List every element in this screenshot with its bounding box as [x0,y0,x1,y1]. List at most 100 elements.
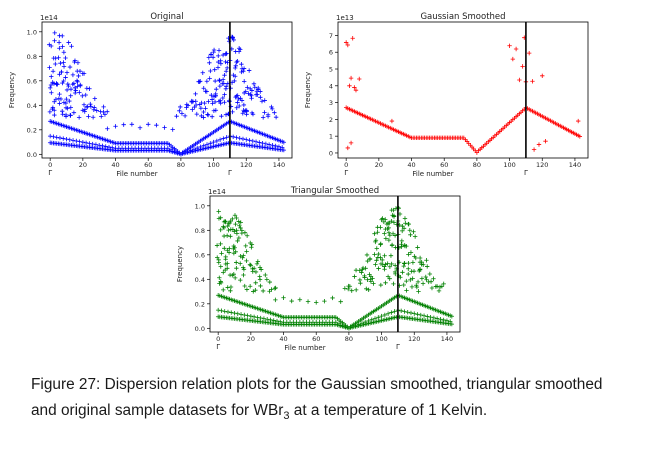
data-point [58,60,63,66]
data-point [232,213,238,218]
data-point [272,286,278,291]
data-point [223,51,228,57]
data-point [404,243,409,249]
data-point [388,253,394,258]
data-point [386,230,392,235]
data-point [203,106,208,111]
data-point [366,287,371,292]
data-point [238,225,243,231]
data-point [61,100,67,105]
data-point [234,266,239,271]
data-point [359,270,364,275]
data-point [221,270,226,275]
data-point [577,134,583,139]
data-point [53,97,59,102]
data-point [372,252,377,257]
data-point [385,311,391,316]
data-point [245,85,250,90]
data-point [241,102,247,108]
data-point [238,47,243,52]
data-point [240,265,246,270]
data-point [204,142,210,147]
data-point [215,255,220,260]
data-point [385,261,390,266]
data-point [438,317,443,322]
data-point [575,118,581,124]
data-point [182,113,188,119]
data-point [258,89,263,94]
x-axis-label: File number [284,344,325,352]
data-point [387,276,392,281]
data-point [61,78,66,84]
data-point [249,96,254,101]
data-point [238,261,243,266]
data-point [225,309,231,315]
data-point [222,309,227,314]
data-point [211,139,216,145]
data-point [237,103,242,109]
data-point [420,281,426,286]
data-point [56,55,61,60]
data-point [372,231,377,236]
data-point [63,55,68,61]
data-point [185,103,191,108]
data-point [223,257,228,262]
data-point [52,108,57,113]
data-point [382,231,387,236]
data-point [84,86,90,91]
y-tick-label: 0.4 [195,276,205,284]
data-point [274,318,280,324]
data-point [202,100,207,106]
data-point [228,234,233,239]
data-point [228,284,234,290]
data-point [333,320,339,325]
x-tick-label: 80 [345,335,353,343]
data-point [257,140,262,145]
data-point [322,298,327,304]
data-point [68,93,73,98]
data-point [218,280,224,285]
data-point [234,231,240,236]
data-point [238,277,243,283]
data-point [267,279,273,285]
data-point [177,108,182,114]
data-point [67,98,72,104]
data-point [520,64,525,69]
data-point [214,87,219,92]
data-point [353,287,359,293]
data-point [230,216,235,222]
y-exponent-label: 1e14 [40,14,58,22]
data-point [357,76,362,82]
data-point [223,59,228,65]
y-tick-label: 0.6 [27,77,37,85]
data-point [178,104,183,110]
data-point [251,314,257,320]
data-point [86,114,91,119]
data-point [75,79,80,84]
data-point [49,90,54,95]
data-point [260,288,266,294]
data-point [387,233,393,238]
data-point [244,137,249,142]
data-point [376,266,381,271]
data-point [257,274,262,279]
data-point [217,275,222,280]
data-point [236,235,242,241]
data-point [235,93,240,98]
data-point [216,257,221,263]
data-point [223,69,229,74]
data-point [226,221,231,226]
data-point [374,258,379,263]
data-point [406,221,411,227]
data-point [205,112,210,117]
y-tick-label: 6 [329,49,333,57]
data-point [218,100,223,106]
data-point [353,267,359,273]
x-tick-label: 20 [247,335,255,343]
data-point [386,225,391,231]
x-tick-label: 0 [344,161,348,169]
original-chart: Original 1e14 0.0 0.2 0.4 0.6 0.8 1.0 0 20 40 60 80 1… [8,12,293,178]
data-point [273,143,278,149]
data-point [235,58,240,64]
data-point [201,86,206,91]
